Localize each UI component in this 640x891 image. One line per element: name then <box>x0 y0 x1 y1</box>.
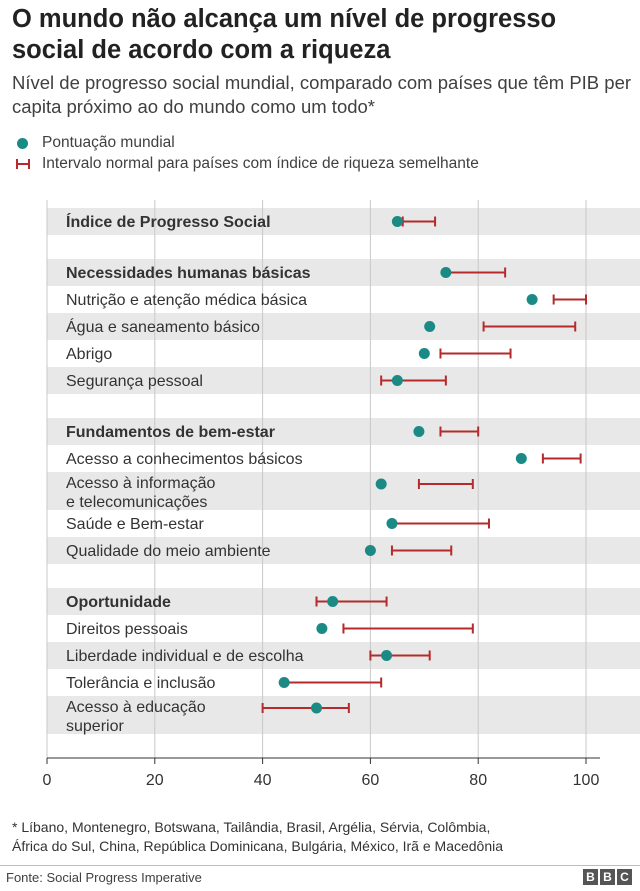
x-tick-label: 0 <box>43 772 52 789</box>
row-band <box>47 208 640 235</box>
score-dot <box>391 216 403 227</box>
row-band <box>47 367 640 394</box>
x-tick-label: 80 <box>469 772 487 789</box>
score-dot <box>391 375 403 386</box>
chart-title: O mundo não alcança um nível de progress… <box>12 5 557 64</box>
score-dot <box>526 294 538 305</box>
row-band <box>47 418 640 445</box>
logo-letter: B <box>600 869 615 885</box>
logo-letter: C <box>617 869 632 885</box>
row-label: Tolerância e inclusão <box>66 675 216 692</box>
legend-score-label: Pontuação mundial <box>42 134 175 151</box>
row-label: Liberdade individual e de escolha <box>66 648 304 665</box>
footer-divider <box>0 865 640 866</box>
section-heading: Necessidades humanas básicas <box>66 265 311 282</box>
footnote-line-1: * Líbano, Montenegro, Botswana, Tailândi… <box>12 819 491 835</box>
row-label: Direitos pessoais <box>66 621 188 638</box>
row-label: Abrigo <box>66 346 112 363</box>
chart-subtitle: Nível de progresso social mundial, compa… <box>12 72 632 117</box>
score-dot <box>413 426 425 437</box>
section-heading: Índice de Progresso Social <box>66 212 271 231</box>
row-label: Saúde e Bem-estar <box>66 516 205 533</box>
score-dot <box>418 348 430 359</box>
score-dot <box>311 702 322 714</box>
logo-letter: B <box>583 869 598 885</box>
row-label: Qualidade do meio ambiente <box>66 543 271 560</box>
x-tick-label: 40 <box>254 772 272 789</box>
score-dot <box>386 518 398 529</box>
legend-dot-icon <box>14 133 38 153</box>
footnote-line-2: África do Sul, China, República Dominica… <box>12 838 504 854</box>
x-tick-label: 60 <box>362 772 380 789</box>
bbc-logo: B B C <box>583 869 632 885</box>
row-band <box>47 642 640 669</box>
score-dot <box>364 545 376 556</box>
row-bands <box>47 208 640 734</box>
score-dot <box>381 650 393 661</box>
section-heading: Oportunidade <box>66 594 171 611</box>
score-dot <box>316 623 328 634</box>
source-note: Fonte: Social Progress Imperative <box>6 870 202 885</box>
score-dot <box>327 596 339 607</box>
score-dot <box>424 321 436 332</box>
row-label: Nutrição e atenção médica básica <box>66 292 307 309</box>
data-marks <box>261 216 587 714</box>
x-tick-label: 20 <box>146 772 164 789</box>
legend-range-icon <box>14 154 38 174</box>
gridlines: 0 20 40 60 80 100 <box>43 200 600 789</box>
row-label: Água e saneamento básico <box>66 317 260 336</box>
row-band <box>47 537 640 564</box>
footnote: * Líbano, Montenegro, Botswana, Tailândi… <box>12 818 632 856</box>
legend-range-label: Intervalo normal para países com índice … <box>42 155 479 172</box>
row-label: Acesso a conhecimentos básicos <box>66 451 303 468</box>
row-labels: Índice de Progresso Social Necessidades h… <box>66 212 311 735</box>
row-band <box>47 259 640 286</box>
dot-range-chart: 0 20 40 60 80 100 Índice de Progresso Social Ne… <box>43 200 640 789</box>
section-heading: Fundamentos de bem-estar <box>66 424 275 441</box>
x-tick-label: 100 <box>573 772 600 789</box>
legend-item-score: Pontuação mundial <box>14 133 175 153</box>
score-dot <box>515 453 527 464</box>
score-dot <box>278 677 290 688</box>
row-label: Acesso à educação superior <box>66 699 206 735</box>
row-band <box>47 696 640 734</box>
score-dot <box>375 478 387 490</box>
score-dot <box>440 267 452 278</box>
row-band <box>47 472 640 510</box>
legend-item-range: Intervalo normal para países com índice … <box>14 154 479 174</box>
row-label: Segurança pessoal <box>66 373 203 390</box>
row-label: Acesso à informação e telecomunicações <box>66 475 216 511</box>
